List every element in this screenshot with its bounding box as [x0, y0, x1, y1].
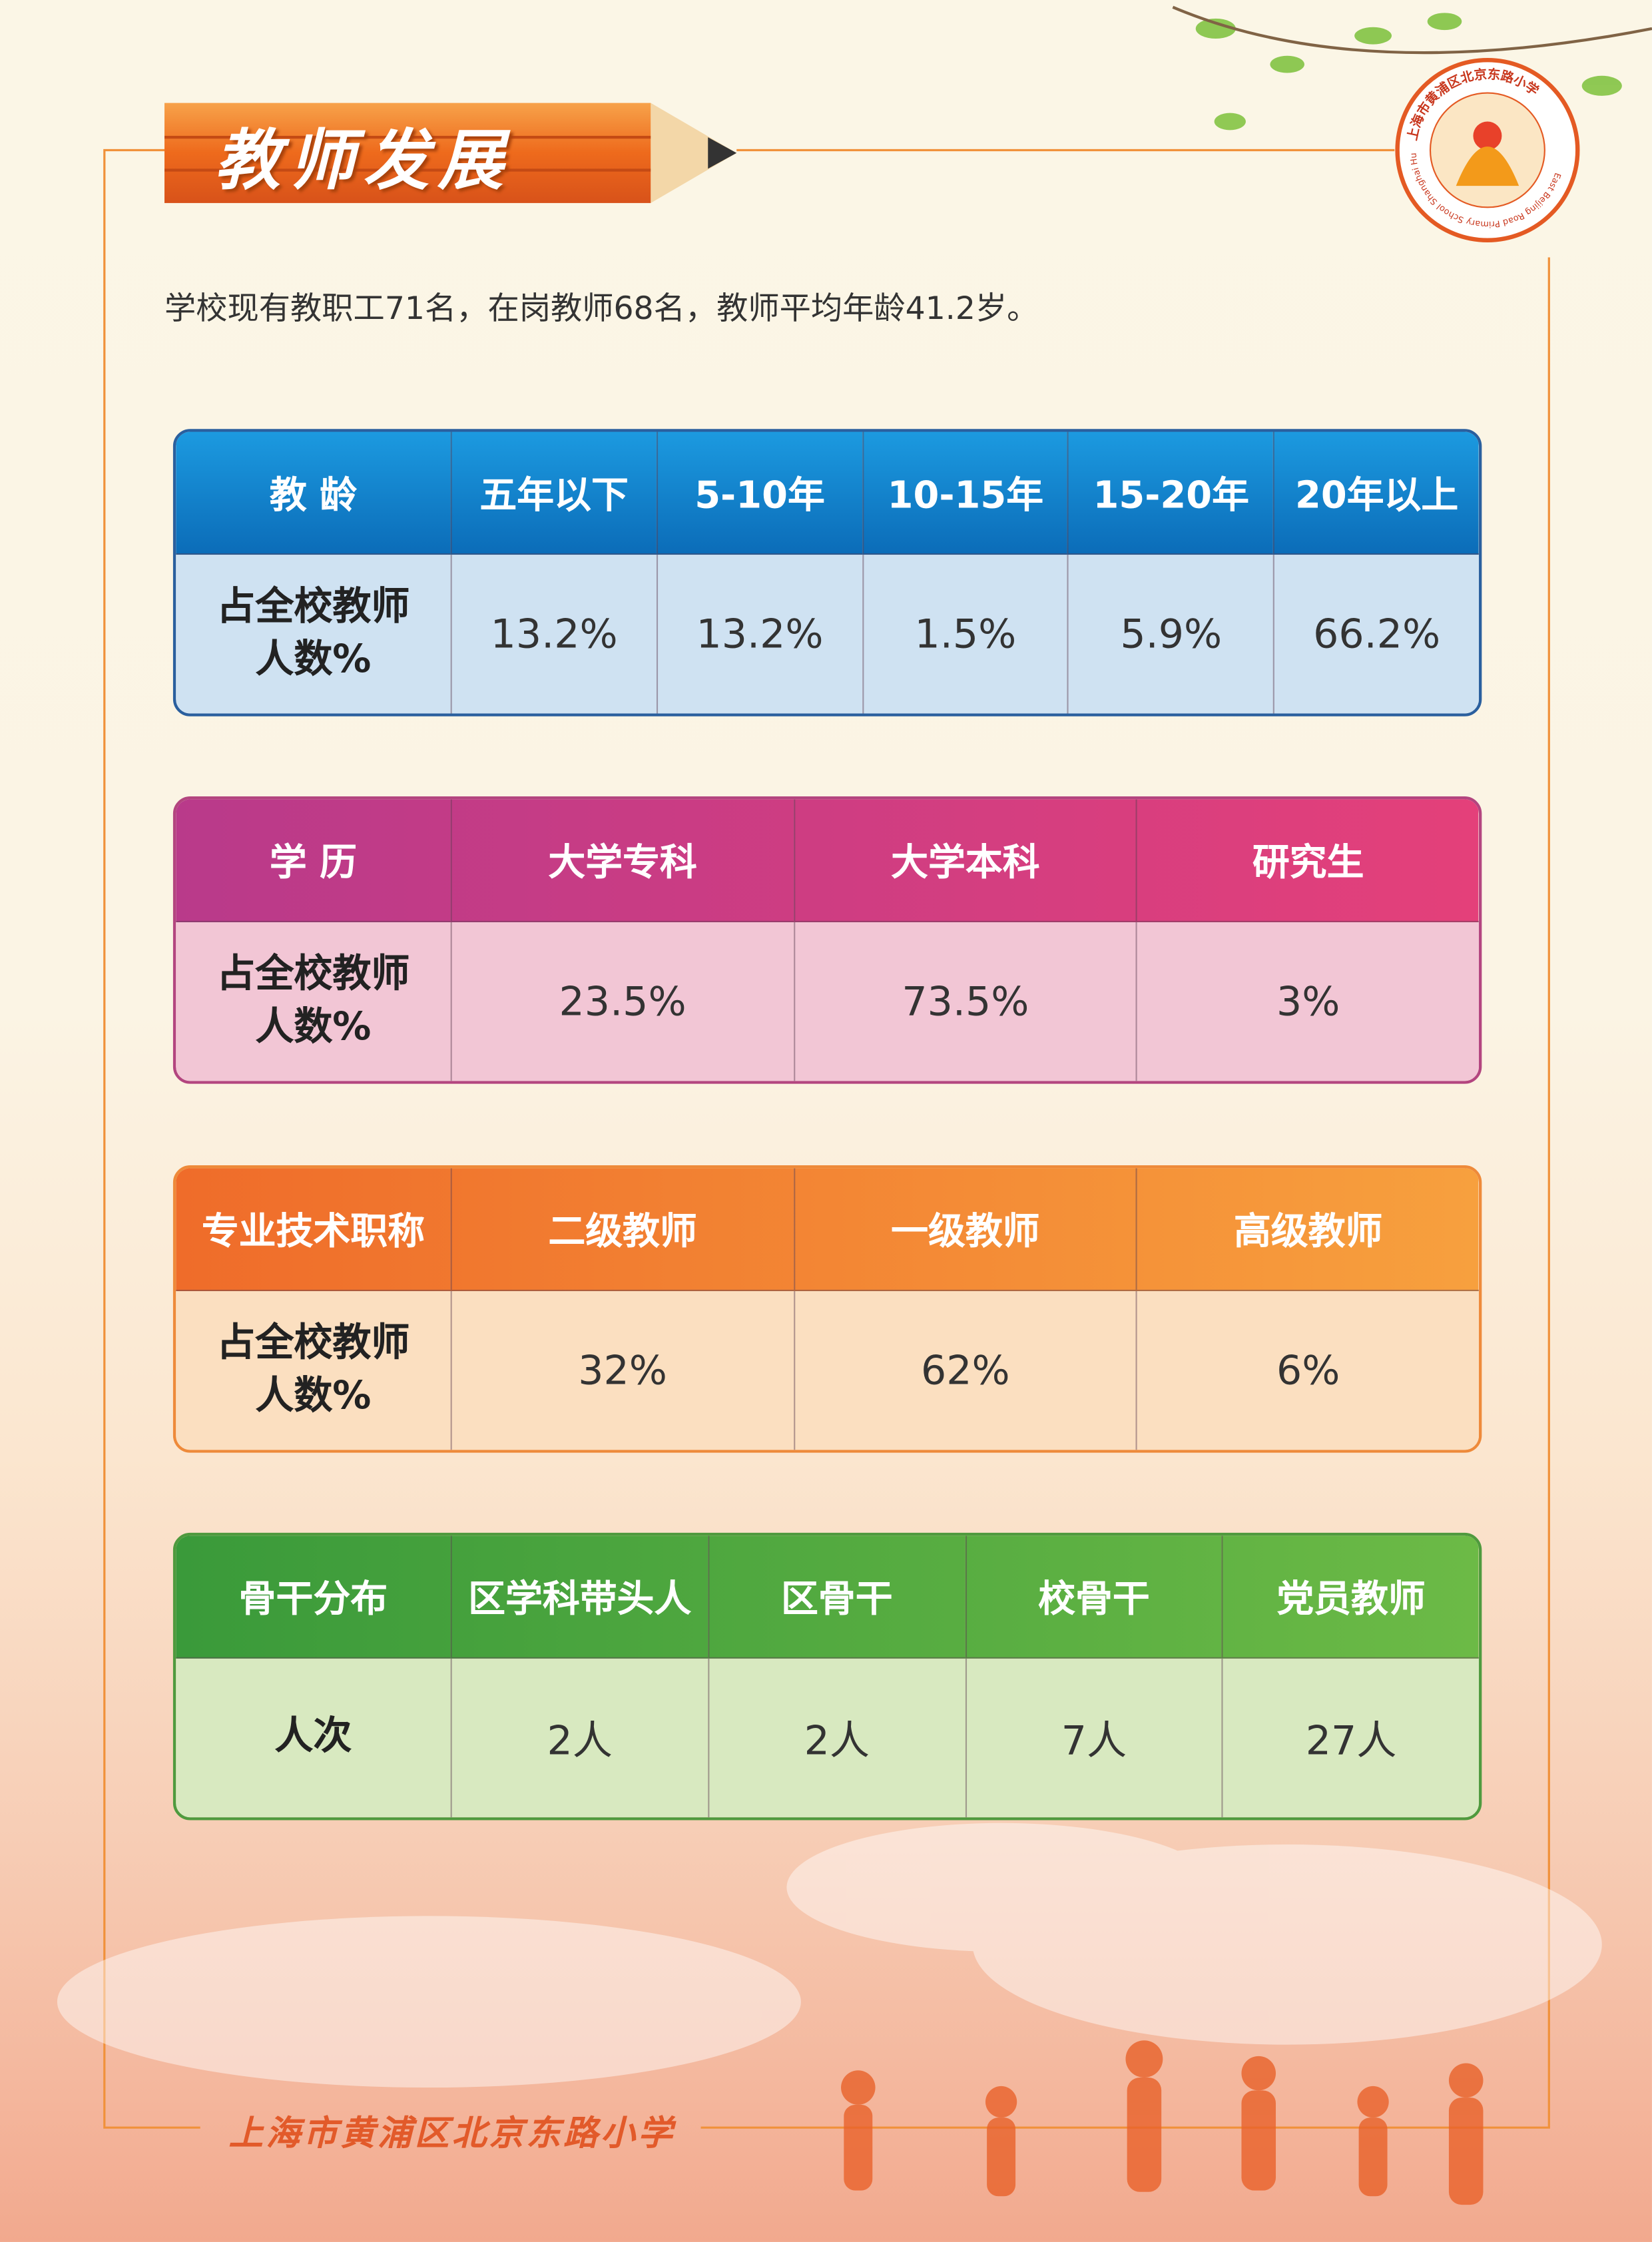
data-cell: 1.5% [862, 555, 1067, 714]
data-cell: 5.9% [1067, 555, 1273, 714]
pencil [164, 103, 737, 203]
header-cell: 区学科带头人 [450, 1536, 708, 1659]
data-cell: 62% [793, 1291, 1136, 1450]
data-cell: 7人 [964, 1658, 1222, 1818]
header-row: 专业技术职称 二级教师 一级教师 高级教师 [176, 1168, 1480, 1292]
data-cell: 2人 [707, 1658, 965, 1818]
data-table: 专业技术职称 二级教师 一级教师 高级教师占全校教师人数% 32% 62% 6% [172, 1165, 1482, 1453]
header-cell: 大学本科 [793, 799, 1137, 923]
frame [103, 148, 1550, 2129]
header-cell: 教 龄 [176, 431, 451, 555]
data-row: 占全校教师人数% 13.2% 13.2% 1.5% 5.9% 66.2% [176, 555, 1480, 714]
header-cell: 党员教师 [1221, 1536, 1480, 1659]
data-cell: 6% [1136, 1291, 1479, 1450]
data-table: 骨干分布 区学科带头人 区骨干 校骨干 党员教师 人次 2人 2人 7人 27人 [172, 1532, 1482, 1821]
header-cell: 5-10年 [656, 431, 862, 555]
footer-school-name: 上海市黄浦区北京东路小学 [228, 2111, 675, 2153]
data-row: 占全校教师人数% 23.5% 73.5% 3% [176, 922, 1480, 1081]
header-row: 学 历大学专科 大学本科 研究生 [176, 799, 1480, 923]
row-label-cell: 占全校教师人数% [176, 922, 450, 1081]
header-cell: 高级教师 [1136, 1168, 1480, 1292]
header-cell: 研究生 [1136, 799, 1480, 923]
data-row: 占全校教师人数% 32% 62% 6% [176, 1291, 1480, 1450]
header-cell: 10-15年 [862, 431, 1068, 555]
leaves [1172, 5, 1652, 131]
data-row: 人次 2人 2人 7人 27人 [176, 1658, 1480, 1818]
data-cell: 66.2% [1273, 555, 1479, 714]
header-cell: 五年以下 [450, 431, 657, 555]
clouds [57, 1822, 1602, 2088]
children-silhouettes [841, 2040, 1484, 2205]
header-cell: 专业技术职称 [176, 1168, 451, 1292]
intro-text: 学校现有教职工71名，在岗教师68名，教师平均年龄41.2岁。 [164, 292, 1039, 328]
row-label-cell: 人次 [176, 1659, 450, 1817]
data-cell: 32% [450, 1291, 794, 1450]
data-cell: 3% [1136, 922, 1479, 1081]
header-cell: 区骨干 [707, 1536, 965, 1659]
data-cell: 27人 [1221, 1658, 1479, 1818]
header-cell: 大学专科 [450, 799, 794, 923]
row-label: 人次 [274, 1715, 352, 1759]
header-cell: 校骨干 [964, 1536, 1222, 1659]
header-cell: 20年以上 [1273, 431, 1480, 555]
data-cell: 13.2% [450, 555, 657, 714]
row-label-cell: 占全校教师人数% [176, 555, 450, 713]
header-cell: 骨干分布 [176, 1536, 451, 1659]
header-cell: 二级教师 [450, 1168, 794, 1292]
data-table: 学 历大学专科 大学本科 研究生占全校教师人数% 23.5% 73.5% 3% [172, 796, 1482, 1084]
row-label: 占全校教师人数% [216, 1321, 410, 1418]
data-cell: 73.5% [793, 922, 1136, 1081]
data-cell: 13.2% [656, 555, 862, 714]
row-label-cell: 占全校教师人数% [176, 1291, 450, 1450]
header-cell: 学 历 [176, 799, 451, 923]
header-cell: 一级教师 [793, 1168, 1137, 1292]
page-title: 教师发展 [214, 121, 512, 199]
row-label: 占全校教师人数% [216, 952, 410, 1049]
header-row: 教 龄五年以下 5-10年 10-15年 15-20年 20年以上 [176, 431, 1480, 555]
data-cell: 23.5% [450, 922, 794, 1081]
data-table: 教 龄五年以下 5-10年 10-15年 15-20年 20年以上占全校教师人数% 13.… [172, 429, 1482, 716]
row-label: 占全校教师人数% [216, 585, 410, 682]
header-cell: 15-20年 [1067, 431, 1274, 555]
header-row: 骨干分布 区学科带头人 区骨干 校骨干 党员教师 [176, 1536, 1480, 1659]
data-cell: 2人 [450, 1658, 708, 1818]
